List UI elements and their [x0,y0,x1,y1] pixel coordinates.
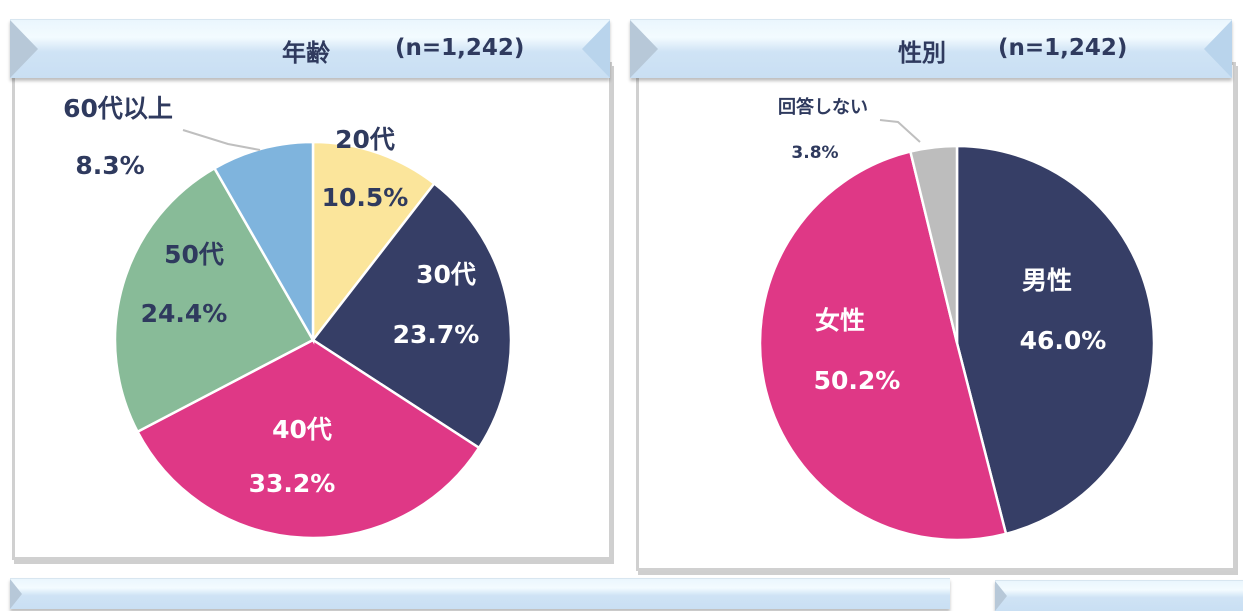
slice-category-label: 60代以上 [63,94,173,123]
header-left-bevel [630,20,658,78]
pie-slice[interactable] [758,150,1008,542]
slice-value-label: 8.3% [75,151,144,180]
slice-value-label: 10.5% [322,183,409,212]
slice-value-label: 50.2% [814,366,901,395]
slice-value-label: 23.7% [393,320,480,349]
slice-category-label: 女性 [815,306,865,335]
gender-pie: 男性 46.0% 女性 50.2% 回答しない 3.8% [758,96,1156,542]
gender-chart-title: 性別 [898,39,946,67]
leader-line [182,129,261,151]
slice-category-label: 男性 [1022,266,1072,295]
pie-charts-canvas: 20代 10.5% 30代 23.7% 40代 33.2% 50代 24.4% 60代以上 8.3… [63,94,1156,542]
slice-value-label: 24.4% [141,299,228,328]
header-right-bevel [1204,20,1232,78]
header-left-bevel [10,20,38,78]
gender-sample-size: (n=1,242) [998,35,1128,61]
slice-category-label: 30代 [416,260,476,289]
slice-value-label: 46.0% [1020,326,1107,355]
age-sample-size: (n=1,242) [395,35,525,61]
pie-slice[interactable] [955,144,1156,536]
pie-slice[interactable] [311,140,437,344]
slice-category-label: 40代 [272,415,332,444]
slice-category-label: 回答しない [778,96,868,118]
slice-value-label: 33.2% [249,469,336,498]
gender-chart-header: 性別 (n=1,242) [630,19,1232,78]
pie-slice[interactable] [212,140,315,345]
slice-value-label: 3.8% [791,143,838,163]
header-right-bevel [582,20,610,78]
slice-category-label: 50代 [164,240,224,269]
pie-slice[interactable] [135,338,481,540]
leader-line [879,119,921,143]
pie-slice[interactable] [908,144,959,344]
pie-slice[interactable] [113,166,315,434]
slice-category-label: 20代 [335,125,395,154]
age-pie: 20代 10.5% 30代 23.7% 40代 33.2% 50代 24.4% 60代以上 8.3… [63,94,513,540]
pie-slice[interactable] [311,181,513,450]
age-chart-title: 年齢 [282,39,330,67]
age-chart-header: 年齢 (n=1,242) [10,19,610,78]
